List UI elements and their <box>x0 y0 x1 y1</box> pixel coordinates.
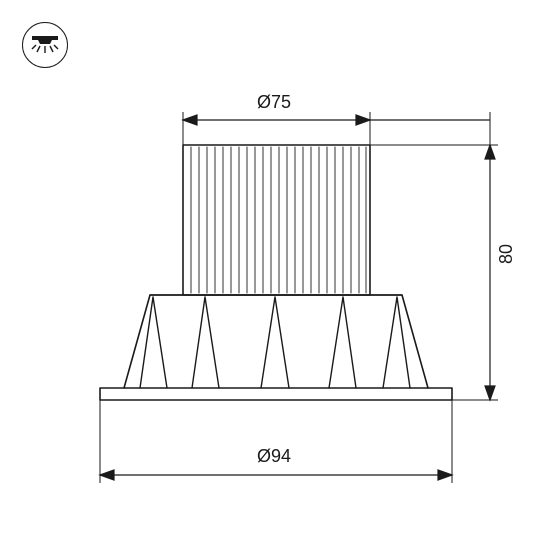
diagram-canvas: Ø75 Ø94 80 <box>0 0 555 555</box>
dim-bottom-label: Ø94 <box>257 446 291 467</box>
drawing-svg <box>0 0 555 555</box>
dim-top-label: Ø75 <box>257 92 291 113</box>
dim-right-label: 80 <box>496 244 517 264</box>
downlight-icon <box>22 22 68 68</box>
